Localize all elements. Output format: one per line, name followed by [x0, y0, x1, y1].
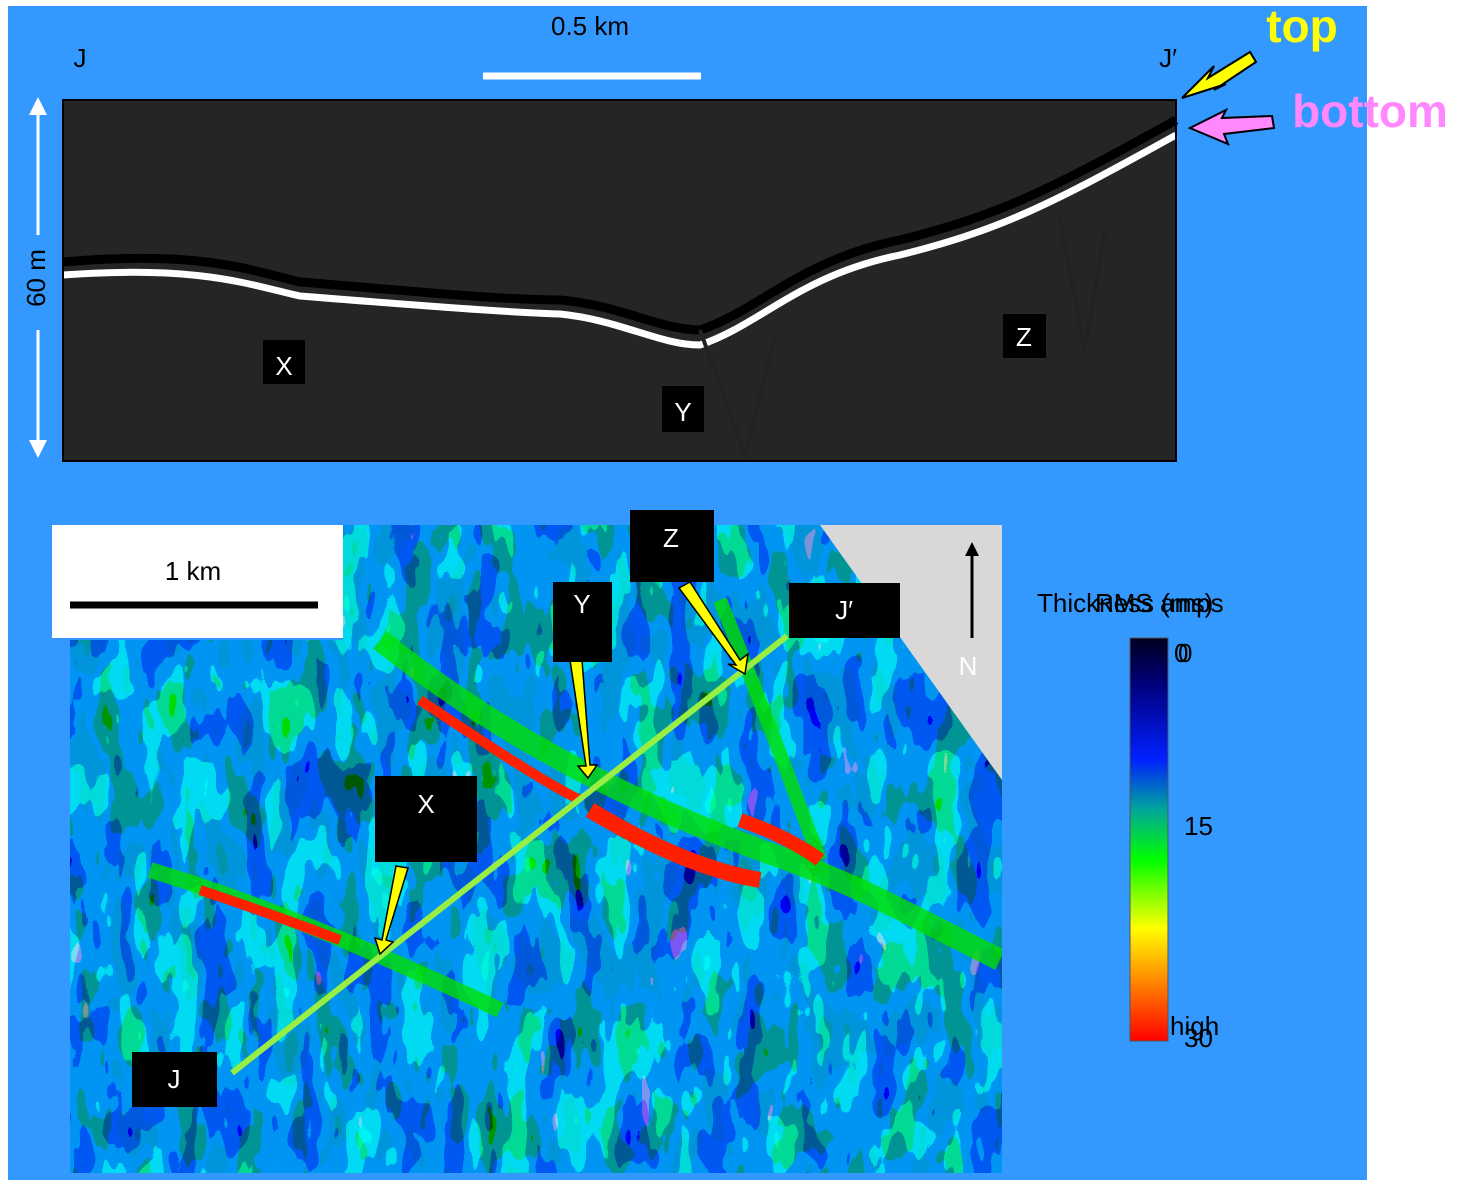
feature-label: X — [417, 789, 434, 819]
depth-label: 60 m — [21, 249, 51, 307]
horizon-label: bottom — [1292, 85, 1448, 137]
feature-label: Y — [573, 589, 590, 619]
horizon-label: top — [1266, 0, 1338, 52]
feature-label: Z — [663, 523, 679, 553]
feature-label: J′ — [835, 595, 853, 625]
colorbar-label: 0 — [1174, 638, 1188, 668]
section-end-label: J′ — [1159, 43, 1177, 73]
feature-label: X — [275, 351, 292, 381]
feature-label: Y — [674, 397, 691, 427]
section-end-label: J — [74, 43, 87, 73]
figure: 0.5 km J J′ 60 m X Y Z top bottom 1 km Z — [0, 0, 1471, 1184]
colorbar — [1130, 638, 1168, 1041]
colorbar-title: RMS amps — [1095, 588, 1224, 618]
seismic-section — [63, 100, 1176, 461]
scale-label: 1 km — [165, 556, 221, 586]
colorbar-label: 15 — [1184, 811, 1213, 841]
colorbar-label: high — [1170, 1011, 1219, 1041]
scale-label: 0.5 km — [551, 11, 629, 41]
north-label: N — [959, 651, 978, 681]
feature-label: J — [168, 1064, 181, 1094]
feature-label: Z — [1016, 322, 1032, 352]
